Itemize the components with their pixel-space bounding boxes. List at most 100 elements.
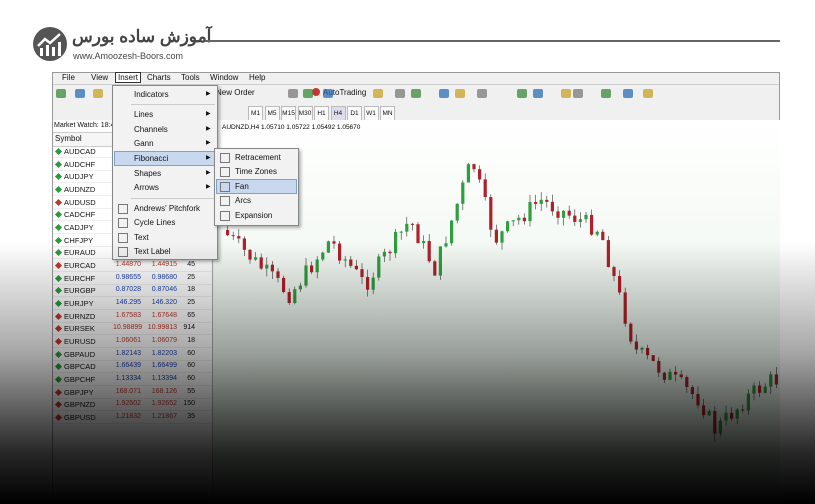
spread: 60	[187, 349, 195, 357]
row-icon	[54, 261, 63, 270]
candle	[472, 164, 476, 170]
spread: 18	[187, 337, 195, 345]
tool-icon[interactable]	[439, 89, 449, 98]
row-line	[53, 309, 212, 311]
tool-icon[interactable]	[411, 89, 421, 98]
candle	[321, 252, 325, 260]
symbol: AUDCAD	[64, 147, 96, 156]
row-line	[53, 385, 212, 387]
tool-icon[interactable]	[75, 89, 85, 98]
submenu-arrow: ▶	[206, 170, 211, 176]
menu-item[interactable]: Cycle Lines	[134, 218, 176, 227]
tool-icon[interactable]	[477, 89, 487, 98]
menu-item[interactable]: View	[91, 73, 109, 82]
menu-item[interactable]: Text	[134, 233, 149, 242]
tool-icon[interactable]	[533, 89, 543, 98]
candle	[231, 235, 235, 237]
menu-item[interactable]: Help	[249, 73, 266, 82]
menu-sep	[131, 104, 215, 105]
candle	[293, 289, 297, 303]
menu-item[interactable]: Time Zones	[235, 167, 277, 176]
candle	[668, 371, 672, 380]
menu-item[interactable]: Andrews' Pitchfork	[134, 204, 200, 213]
candle	[651, 355, 655, 361]
menu-item[interactable]: Tools	[181, 73, 200, 82]
menu-item[interactable]: Channels	[134, 125, 168, 134]
menu-item[interactable]: Expansion	[235, 211, 273, 220]
candle	[746, 393, 750, 411]
ask: 1.44915	[151, 261, 177, 269]
spread: 150	[183, 400, 195, 408]
candle	[282, 277, 286, 292]
menu-item[interactable]: Indicators	[134, 90, 169, 99]
menu-item[interactable]: Charts	[147, 73, 171, 82]
tool-icon[interactable]	[303, 89, 313, 98]
menu-item[interactable]: File	[62, 73, 75, 82]
chart-header: AUDNZD,H4 1.05710 1.05722 1.05492 1.0567…	[222, 124, 361, 131]
bid: 146.295	[115, 299, 141, 307]
tool-icon[interactable]	[395, 89, 405, 98]
row-icon	[54, 414, 63, 422]
submenu-arrow: ▶	[206, 111, 211, 117]
tool-icon[interactable]	[288, 89, 298, 98]
symbol: GBPCAD	[64, 362, 96, 372]
row-icon	[54, 388, 63, 396]
tool-icon[interactable]	[623, 89, 633, 98]
ask: 0.87046	[151, 286, 177, 294]
symbol: EURAUD	[64, 248, 96, 258]
candle	[511, 220, 515, 222]
submenu-arrow: ▶	[206, 126, 211, 132]
row-icon	[54, 211, 63, 219]
candle	[287, 291, 291, 303]
tool-icon[interactable]	[561, 89, 571, 98]
tool-icon[interactable]	[601, 89, 611, 98]
candle	[769, 374, 773, 387]
menu-icon	[118, 233, 128, 243]
candle	[539, 199, 543, 204]
candle	[450, 220, 454, 244]
menu-icon	[220, 167, 230, 177]
new-order[interactable]: New Order	[216, 88, 255, 97]
candle	[634, 341, 638, 350]
tool-icon[interactable]	[56, 89, 66, 98]
candle	[679, 374, 683, 378]
symbol: AUDNZD	[64, 185, 96, 194]
tool-icon[interactable]	[643, 89, 653, 98]
candle	[500, 231, 504, 243]
menu-item[interactable]: Text Label	[134, 247, 171, 256]
ask: 146.320	[151, 299, 177, 307]
menu-item[interactable]: Fan	[235, 182, 249, 191]
tool-icon[interactable]	[455, 89, 465, 98]
menu-item[interactable]: Retracement	[235, 153, 281, 162]
ask: 0.98680	[151, 273, 177, 281]
tool-icon[interactable]	[573, 89, 583, 98]
menu-item[interactable]: Arcs	[235, 196, 251, 205]
menu-icon	[118, 247, 128, 257]
tool-icon[interactable]	[517, 89, 527, 98]
menu-item[interactable]: Gann	[134, 139, 154, 148]
row-line	[53, 283, 212, 285]
candle	[254, 257, 258, 260]
candle	[522, 217, 526, 222]
row-line	[53, 410, 212, 412]
menu-item[interactable]: Lines	[134, 110, 154, 119]
menu-item[interactable]: Window	[210, 73, 239, 82]
spread: 65	[187, 311, 195, 319]
bid: 1.82143	[115, 349, 141, 357]
candle	[483, 179, 487, 198]
candle	[718, 420, 722, 434]
menu-item[interactable]: Fibonacci	[134, 154, 169, 163]
tool-icon[interactable]	[93, 89, 103, 98]
tool-icon[interactable]	[373, 89, 383, 98]
tool-icon[interactable]	[323, 89, 333, 98]
menu-item[interactable]: Insert	[115, 72, 142, 83]
spread: 18	[187, 286, 195, 294]
menu-item[interactable]: Arrows	[134, 183, 159, 192]
candle	[545, 199, 549, 202]
fibonacci-menu: Retracement Time Zones Fan Arcs Expansion	[214, 148, 299, 226]
bid: 1.67583	[115, 311, 141, 319]
candle	[758, 385, 762, 393]
candle	[662, 372, 666, 380]
menu-item[interactable]: Shapes	[134, 169, 162, 178]
